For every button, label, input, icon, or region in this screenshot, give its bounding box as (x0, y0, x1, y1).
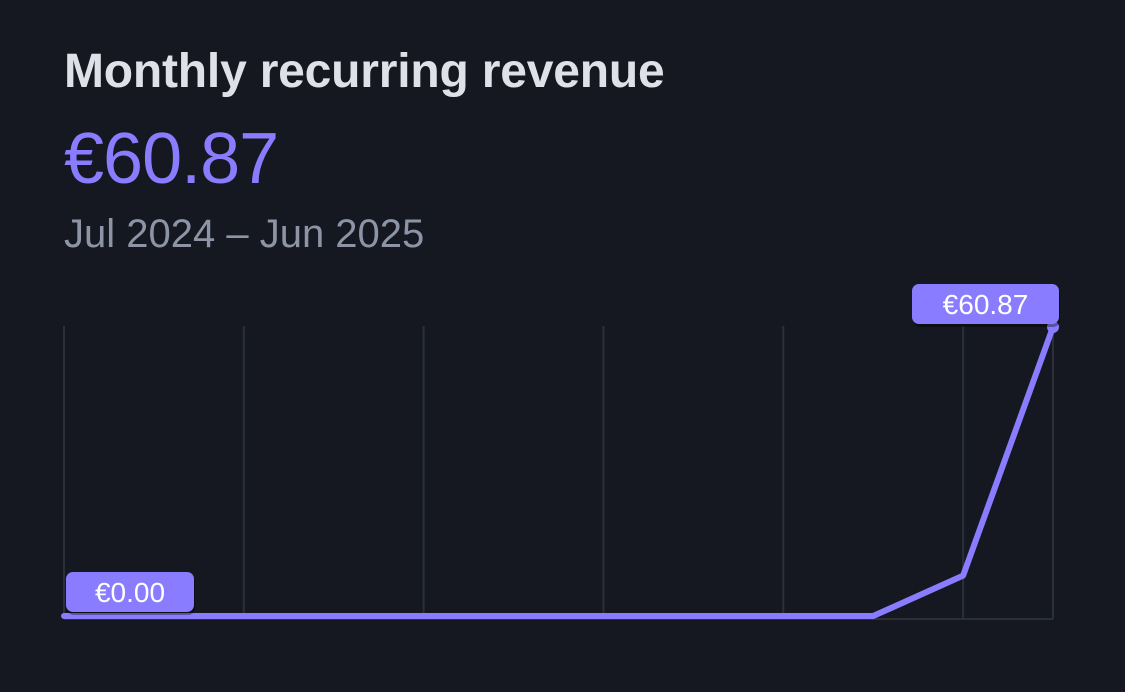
value-tag-label: €60.87 (943, 289, 1029, 320)
value-tag-background (66, 572, 194, 612)
series-line-group (61, 321, 1059, 619)
current-mrr-value: €60.87 (64, 119, 279, 199)
page-title: Monthly recurring revenue (64, 45, 665, 98)
value-tag-background (912, 284, 1059, 324)
value-tag: €60.87 (912, 284, 1060, 327)
gridlines (63, 326, 1054, 620)
series-line (61, 324, 1056, 619)
value-tag-label: €0.00 (95, 577, 165, 608)
value-tag: €0.00 (66, 572, 195, 615)
date-range: Jul 2024 – Jun 2025 (64, 212, 425, 256)
annotations: €0.00 €60.87 (66, 284, 1060, 615)
